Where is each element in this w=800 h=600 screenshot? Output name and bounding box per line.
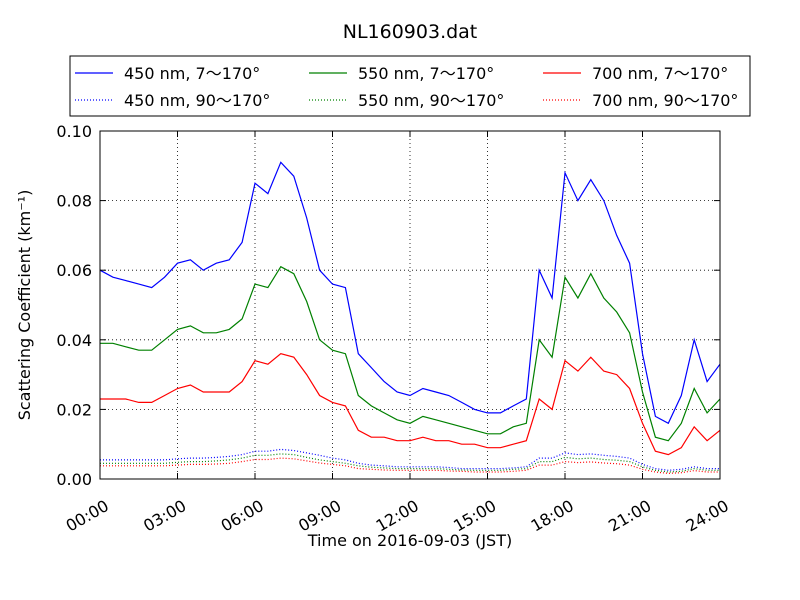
x-axis-label: Time on 2016-09-03 (JST) <box>307 531 512 550</box>
legend-label-5: 700 nm, 90～170° <box>592 91 738 110</box>
series-line-4 <box>100 353 721 456</box>
grid <box>99 130 721 480</box>
series-line-0 <box>99 161 721 425</box>
series-line-5 <box>100 457 720 475</box>
chart-title: NL160903.dat <box>343 21 478 43</box>
legend-label-0: 450 nm, 7～170° <box>124 64 260 83</box>
x-axis: 00:00 03:00 06:00 09:00 12:00 15:00 18:00 21:00… <box>63 131 732 536</box>
x-tick-label: 03:00 <box>140 496 189 536</box>
x-tick-label: 12:00 <box>373 496 422 536</box>
y-tick-label: 0.04 <box>56 331 92 350</box>
x-tick-label: 09:00 <box>295 496 344 536</box>
y-tick-label: 0.08 <box>56 192 92 211</box>
x-tick-label: 21:00 <box>605 496 654 536</box>
legend-box <box>69 55 751 117</box>
y-axis: 0.00 0.02 0.04 0.06 0.08 0.10 <box>56 122 720 489</box>
x-tick-label: 18:00 <box>528 496 577 536</box>
y-tick-label: 0.00 <box>56 470 92 489</box>
x-tick-label: 00:00 <box>63 496 112 536</box>
legend-label-4: 700 nm, 7～170° <box>592 64 728 83</box>
plot-lines <box>99 161 721 475</box>
legend-label-1: 450 nm, 90～170° <box>124 91 270 110</box>
y-tick-label: 0.02 <box>56 400 92 419</box>
x-tick-label: 15:00 <box>450 496 499 536</box>
series-line-2 <box>100 265 721 442</box>
y-tick-label: 0.06 <box>56 261 92 280</box>
legend: 450 nm, 7～170° 450 nm, 90～170° 550 nm, 7～1… <box>69 55 751 117</box>
x-tick-label: 24:00 <box>683 496 732 536</box>
series-line-3 <box>100 453 720 473</box>
legend-label-2: 550 nm, 7～170° <box>358 64 494 83</box>
legend-label-3: 550 nm, 90～170° <box>358 91 504 110</box>
series-line-1 <box>100 448 720 471</box>
y-tick-label: 0.10 <box>56 122 92 141</box>
x-tick-label: 06:00 <box>218 496 267 536</box>
y-axis-label: Scattering Coefficient (km⁻¹) <box>15 190 34 421</box>
